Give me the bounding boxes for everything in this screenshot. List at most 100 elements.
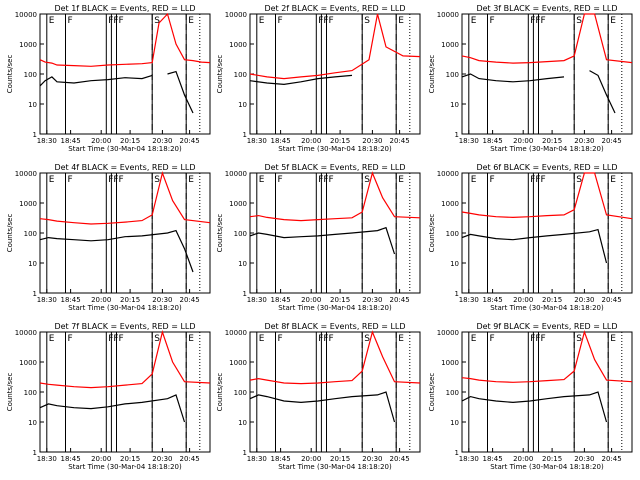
detector-panel: Det 1f BLACK = Events, RED = LLD 1 10 100 10… (6, 4, 211, 153)
x-tick-label: 20:30 (152, 296, 172, 304)
events-series-line (39, 70, 194, 114)
flag-label: E (398, 16, 404, 26)
y-tick-label: 10000 (437, 329, 459, 337)
x-tick-label: 20:00 (91, 137, 111, 145)
flag-label: F (278, 175, 283, 185)
y-axis-label: Counts/sec (428, 373, 436, 412)
flag-label: F (541, 334, 546, 344)
flag-label: S (154, 175, 160, 185)
x-tick-label: 18:45 (483, 455, 503, 463)
panel-title: Det 7f BLACK = Events, RED = LLD (54, 322, 195, 331)
flag-label: F (318, 175, 323, 185)
flag-label: S (364, 16, 370, 26)
flag-label: F (113, 16, 118, 26)
flag-label: F (119, 16, 124, 26)
flag-label: S (154, 334, 160, 344)
panel-title: Det 1f BLACK = Events, RED = LLD (54, 4, 195, 13)
flag-label: E (610, 16, 616, 26)
y-axis-label: Counts/sec (216, 55, 224, 94)
lld-series-line (249, 171, 421, 222)
x-tick-label: 20:15 (120, 296, 140, 304)
x-tick-label: 18:45 (483, 137, 503, 145)
y-tick-label: 1 (243, 449, 247, 457)
x-tick-label: 18:45 (483, 296, 503, 304)
x-tick-label: 20:45 (602, 455, 622, 463)
x-tick-label: 18:30 (459, 455, 479, 463)
flag-label: E (610, 175, 616, 185)
x-axis-label: Start Time (30-Mar-04 18:18:20) (490, 463, 604, 471)
x-tick-label: 18:45 (271, 455, 291, 463)
y-tick-label: 10 (450, 101, 459, 109)
lld-series-line (461, 13, 633, 64)
flag-label: F (490, 175, 495, 185)
y-tick-label: 1000 (441, 200, 459, 208)
lld-series-line (461, 172, 633, 220)
x-tick-label: 18:30 (37, 137, 57, 145)
flag-label: F (108, 175, 113, 185)
flag-label: E (259, 334, 265, 344)
x-tick-label: 20:45 (390, 296, 410, 304)
y-tick-label: 10000 (225, 170, 247, 178)
y-axis-label: Counts/sec (428, 55, 436, 94)
x-tick-label: 20:15 (542, 296, 562, 304)
y-axis-label: Counts/sec (216, 214, 224, 253)
flag-label: F (68, 334, 73, 344)
panel-title: Det 3f BLACK = Events, RED = LLD (476, 4, 617, 13)
x-tick-label: 18:45 (271, 296, 291, 304)
y-axis-label: Counts/sec (6, 373, 14, 412)
x-tick-label: 20:30 (574, 137, 594, 145)
y-tick-label: 1000 (441, 41, 459, 49)
x-tick-label: 20:15 (120, 137, 140, 145)
x-tick-label: 20:15 (120, 455, 140, 463)
x-tick-label: 20:30 (362, 455, 382, 463)
y-tick-label: 1000 (441, 359, 459, 367)
y-tick-label: 10 (238, 260, 247, 268)
panel-title: Det 6f BLACK = Events, RED = LLD (476, 163, 617, 172)
events-series-line (39, 229, 194, 273)
y-tick-label: 10000 (15, 11, 37, 19)
detector-panel: Det 7f BLACK = Events, RED = LLD 1 10 100 10… (6, 322, 211, 471)
flag-label: F (113, 175, 118, 185)
x-tick-label: 20:00 (301, 296, 321, 304)
y-tick-label: 10000 (15, 329, 37, 337)
detector-panel: Det 5f BLACK = Events, RED = LLD 1 10 100 10… (216, 163, 421, 312)
x-tick-label: 20:00 (301, 137, 321, 145)
flag-label: F (535, 175, 540, 185)
x-tick-label: 20:30 (574, 455, 594, 463)
y-tick-label: 100 (234, 230, 247, 238)
flag-label: E (398, 175, 404, 185)
x-tick-label: 20:45 (180, 296, 200, 304)
flag-label: F (113, 334, 118, 344)
events-series-line (39, 394, 186, 423)
flag-label: E (188, 16, 194, 26)
lld-series-line (249, 13, 421, 80)
x-tick-label: 20:15 (330, 455, 350, 463)
y-tick-label: 10 (238, 419, 247, 427)
y-tick-label: 1000 (19, 359, 37, 367)
y-tick-label: 10 (450, 260, 459, 268)
x-tick-label: 20:45 (180, 455, 200, 463)
y-tick-label: 1 (33, 290, 37, 298)
detector-panel: Det 8f BLACK = Events, RED = LLD 1 10 100 10… (216, 322, 421, 471)
x-tick-label: 20:00 (91, 296, 111, 304)
y-tick-label: 10 (28, 260, 37, 268)
y-tick-label: 1 (455, 449, 459, 457)
flag-label: S (364, 334, 370, 344)
x-tick-label: 20:45 (390, 455, 410, 463)
flag-label: E (471, 16, 477, 26)
y-tick-label: 1 (243, 290, 247, 298)
x-axis-label: Start Time (30-Mar-04 18:18:20) (68, 463, 182, 471)
x-tick-label: 20:45 (180, 137, 200, 145)
x-tick-label: 18:45 (271, 137, 291, 145)
x-axis-label: Start Time (30-Mar-04 18:18:20) (278, 304, 392, 312)
x-tick-label: 20:30 (152, 455, 172, 463)
flag-label: F (68, 175, 73, 185)
flag-label: F (530, 334, 535, 344)
flag-label: E (259, 175, 265, 185)
flag-label: F (530, 175, 535, 185)
y-tick-label: 1 (33, 449, 37, 457)
flag-label: F (119, 175, 124, 185)
y-tick-label: 1000 (19, 200, 37, 208)
flag-label: F (278, 16, 283, 26)
flag-label: F (329, 175, 334, 185)
